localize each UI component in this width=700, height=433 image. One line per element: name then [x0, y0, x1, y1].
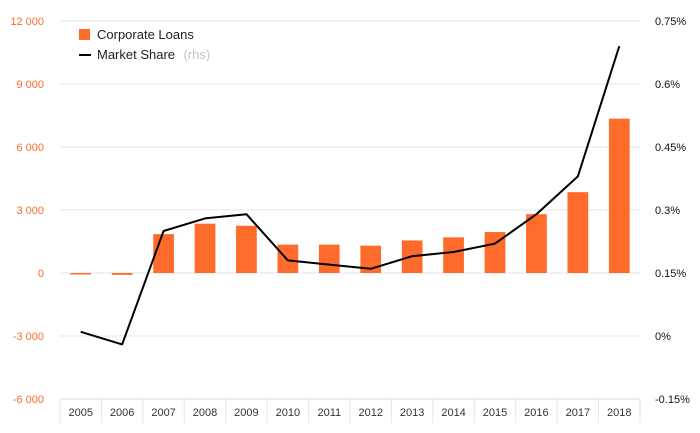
y-left-tick-label: -3 000 — [13, 331, 44, 343]
x-tick-label: 2018 — [607, 407, 631, 419]
x-tick-label: 2008 — [193, 407, 217, 419]
legend-swatch-corporate-loans — [79, 29, 90, 40]
bar-2006 — [111, 273, 133, 275]
bar-2012 — [360, 245, 382, 273]
bar-2016 — [526, 214, 547, 273]
legend-label-market-share: Market Share (rhs) — [97, 46, 210, 63]
x-tick-label: 2017 — [566, 407, 590, 419]
bar-2005 — [70, 273, 92, 275]
legend-market-share-name: Market Share — [97, 47, 175, 62]
x-tick-label: 2015 — [483, 407, 507, 419]
y-right-tick-label: -0.15% — [655, 394, 690, 406]
y-left-tick-label: 0 — [38, 268, 44, 280]
y-left-tick-label: 3 000 — [16, 205, 44, 217]
line-series — [80, 45, 621, 346]
y-left-tick-label: 12 000 — [10, 16, 44, 28]
bar-series — [70, 118, 630, 275]
y-left-tick-label: 6 000 — [16, 142, 44, 154]
x-tick-label: 2011 — [317, 407, 341, 419]
bar-2009 — [236, 225, 257, 273]
y-right-tick-label: 0.3% — [655, 205, 680, 217]
y-left-tick-label: -6 000 — [13, 394, 44, 406]
x-tick-label: 2010 — [276, 407, 300, 419]
bar-2014 — [443, 237, 464, 273]
y-right-tick-label: 0.6% — [655, 79, 680, 91]
market-share-line — [80, 45, 621, 346]
y-right-tick-label: 0% — [655, 331, 671, 343]
x-tick-label: 2016 — [524, 407, 548, 419]
y-left-tick-label: 9 000 — [16, 79, 44, 91]
bar-2011 — [318, 244, 340, 273]
legend-label-corporate-loans: Corporate Loans — [97, 27, 194, 42]
bar-2017 — [567, 192, 589, 273]
x-tick-label: 2012 — [358, 407, 382, 419]
x-tick-label: 2014 — [441, 407, 465, 419]
axes: -6 000 -3 000 0 3 000 6 000 9 000 12 000 -0.15%… — [10, 16, 690, 419]
bar-2010 — [277, 244, 299, 273]
y-right-tick-label: 0.45% — [655, 142, 686, 154]
y-right-tick-label: 0.75% — [655, 16, 686, 28]
x-tick-label: 2009 — [234, 407, 258, 419]
bar-2018 — [608, 118, 630, 274]
bar-2015 — [484, 232, 506, 273]
bar-2008 — [194, 223, 216, 273]
x-tick-label: 2007 — [151, 407, 175, 419]
legend-market-share-suffix: (rhs) — [184, 47, 211, 62]
x-tick-label: 2006 — [110, 407, 134, 419]
x-tick-label: 2005 — [68, 407, 92, 419]
gridlines — [59, 20, 641, 423]
y-right-tick-label: 0.15% — [655, 268, 686, 280]
x-tick-label: 2013 — [400, 407, 424, 419]
legend: Corporate Loans Market Share (rhs) — [79, 27, 210, 63]
